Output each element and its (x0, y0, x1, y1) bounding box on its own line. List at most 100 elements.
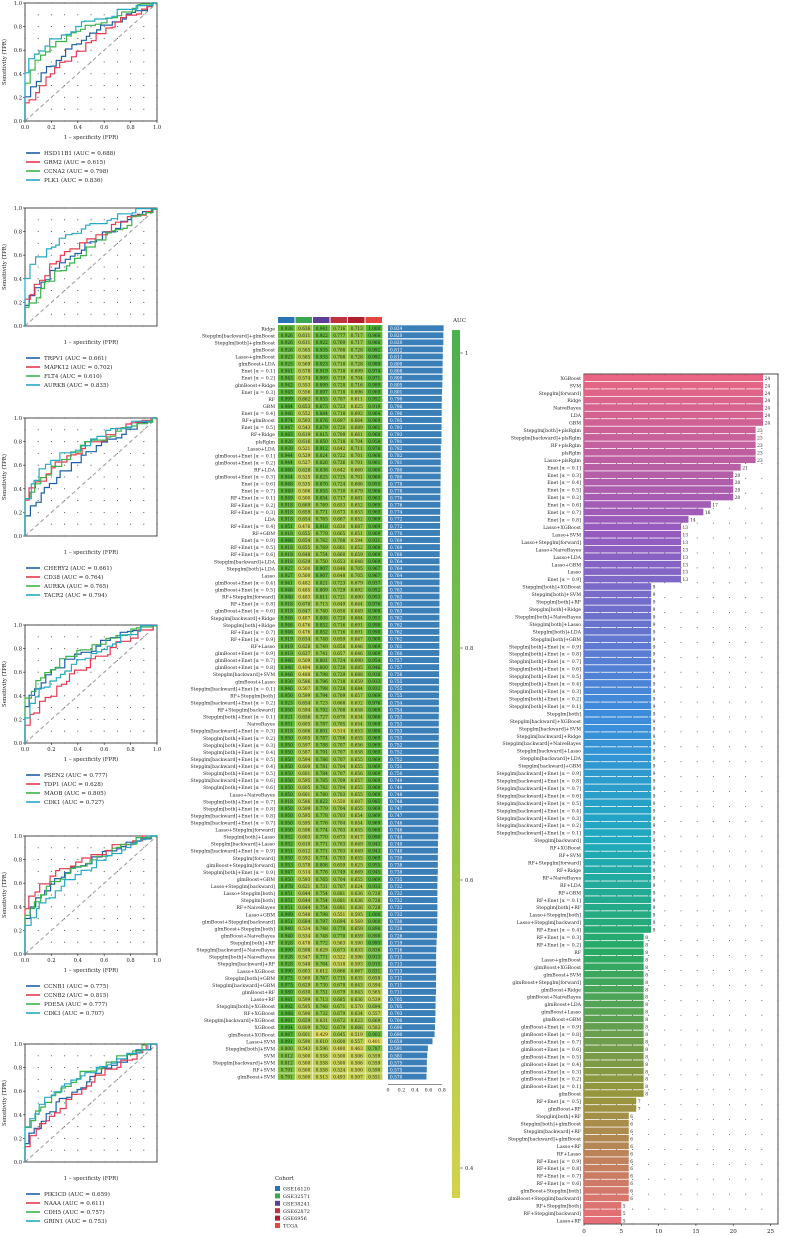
count-bar (584, 538, 681, 546)
heatmap-cell (348, 459, 365, 466)
heatmap-cell-value: 0.628 (298, 644, 310, 649)
grid-dot (680, 820, 682, 822)
heatmap-cell (348, 360, 365, 367)
grid-dot (696, 910, 698, 912)
heatmap-cell (348, 593, 365, 600)
heatmap-cell-value: 0.809 (316, 587, 328, 592)
heatmap-cell-value: 0.990 (281, 969, 293, 974)
heatmap-cell (295, 416, 313, 424)
x-tick-label: 1.0 (153, 747, 161, 753)
heatmap-cell-value: 0.669 (298, 503, 310, 508)
heatmap-cell-value: 0.476 (298, 623, 310, 628)
heatmap-cell (330, 967, 348, 974)
model-label: Stepglm[backward]+Ridge (210, 616, 275, 622)
grid-dot (90, 1090, 92, 1092)
bar-value-label: 24 (765, 384, 771, 389)
heatmap-cell (278, 1059, 295, 1066)
grid-dot (90, 648, 92, 650)
heatmap-cell-value: 0.792 (316, 707, 328, 712)
heatmap-cell (348, 635, 365, 643)
grid-dot (632, 716, 633, 718)
grid-dot (712, 835, 714, 837)
model-label: glmBoost+Stepglm[forward] (206, 863, 275, 869)
grid-dot (103, 290, 105, 292)
grid-dot (712, 1148, 714, 1150)
grid-dot (50, 859, 52, 861)
bar-value-label: 8 (645, 981, 648, 986)
heatmap-cell (295, 910, 313, 918)
heatmap-cell (278, 593, 295, 600)
grid-dot (648, 462, 650, 464)
grid-dot (745, 1134, 747, 1136)
heatmap-cell (330, 353, 348, 360)
grid-dot (680, 1193, 682, 1195)
heatmap-cell (295, 812, 313, 819)
grid-dot (680, 492, 682, 494)
grid-dot (712, 1059, 714, 1061)
grid-dot (143, 707, 145, 709)
mean-auc-value: 0.746 (390, 821, 403, 826)
heatmap-cell (295, 522, 313, 530)
grid-dot (143, 847, 145, 849)
heatmap-cell-value: 0.648 (333, 573, 345, 578)
grid-dot (680, 880, 682, 882)
heatmap-cell-value: 0.670 (333, 714, 345, 719)
grid-dot (696, 865, 698, 867)
grid-dot (90, 1102, 92, 1104)
grid-dot (664, 1104, 666, 1106)
model-label: Stepglm[both]+RF (230, 941, 276, 947)
heatmap-cell-value: 0.969 (368, 771, 380, 776)
heatmap-cell (313, 339, 330, 346)
grid-dot (664, 1148, 666, 1150)
heatmap-cell (365, 819, 383, 826)
grid-dot (729, 761, 730, 763)
heatmap-cell (348, 953, 365, 960)
heatmap-cell-value: 0.969 (368, 531, 380, 536)
grid-dot (696, 656, 698, 658)
heatmap-cell (278, 967, 295, 974)
count-bar (584, 866, 652, 874)
heatmap-cell-value: 0.941 (316, 326, 328, 331)
bar-category-label: Stepglm[both]+Enet [α = 0.1] (509, 704, 581, 710)
heatmap-cell (348, 868, 365, 876)
mean-auc-bar (388, 996, 436, 1002)
model-label: Stepglm[backward]+SVM (213, 1061, 275, 1067)
heatmap-cell-value: 0.930 (281, 446, 293, 451)
heatmap-cell-value: 0.926 (281, 333, 293, 338)
heatmap-cell-value: 0.702 (316, 1025, 328, 1030)
mean-auc-value: 0.740 (390, 842, 403, 847)
bar-category-label: RF+Enet [α = 0.9] (537, 1159, 582, 1165)
grid-dot (761, 627, 763, 629)
grid-dot (77, 219, 79, 221)
heatmap-cell-value: 0.653 (333, 503, 345, 508)
grid-dot (615, 582, 617, 584)
grid-dot (130, 464, 132, 466)
heatmap-cell (295, 875, 313, 883)
grid-dot (648, 940, 650, 942)
mean-auc-bar (388, 897, 438, 904)
heatmap-cell-value: 0.980 (368, 729, 380, 734)
mean-auc-bar (388, 452, 441, 459)
heatmap-cell-value: 0.730 (316, 983, 328, 988)
heatmap-cell (313, 678, 330, 685)
grid-dot (130, 941, 132, 943)
grid-dot (599, 641, 601, 643)
heatmap-cell-value: 0.559 (368, 1060, 380, 1065)
grid-dot (696, 477, 698, 479)
heatmap-cell-value: 0.815 (316, 432, 328, 437)
mean-auc-bar (388, 1066, 427, 1073)
heatmap-cell (365, 967, 383, 974)
grid-dot (77, 683, 79, 685)
grid-dot (64, 906, 66, 908)
model-label: Lasso+Stepglm[backward] (211, 884, 275, 890)
grid-dot (712, 1178, 714, 1180)
grid-dot (761, 835, 763, 837)
grid-dot (116, 929, 118, 931)
heatmap-cell (278, 939, 295, 946)
heatmap-cell-value: 0.931 (368, 538, 380, 543)
heatmap-cell-value: 0.642 (333, 446, 345, 451)
heatmap-cell-value: 0.655 (351, 856, 363, 861)
heatmap-cell-value: 0.989 (368, 383, 380, 388)
count-bar (584, 806, 652, 814)
grid-dot (599, 835, 601, 837)
